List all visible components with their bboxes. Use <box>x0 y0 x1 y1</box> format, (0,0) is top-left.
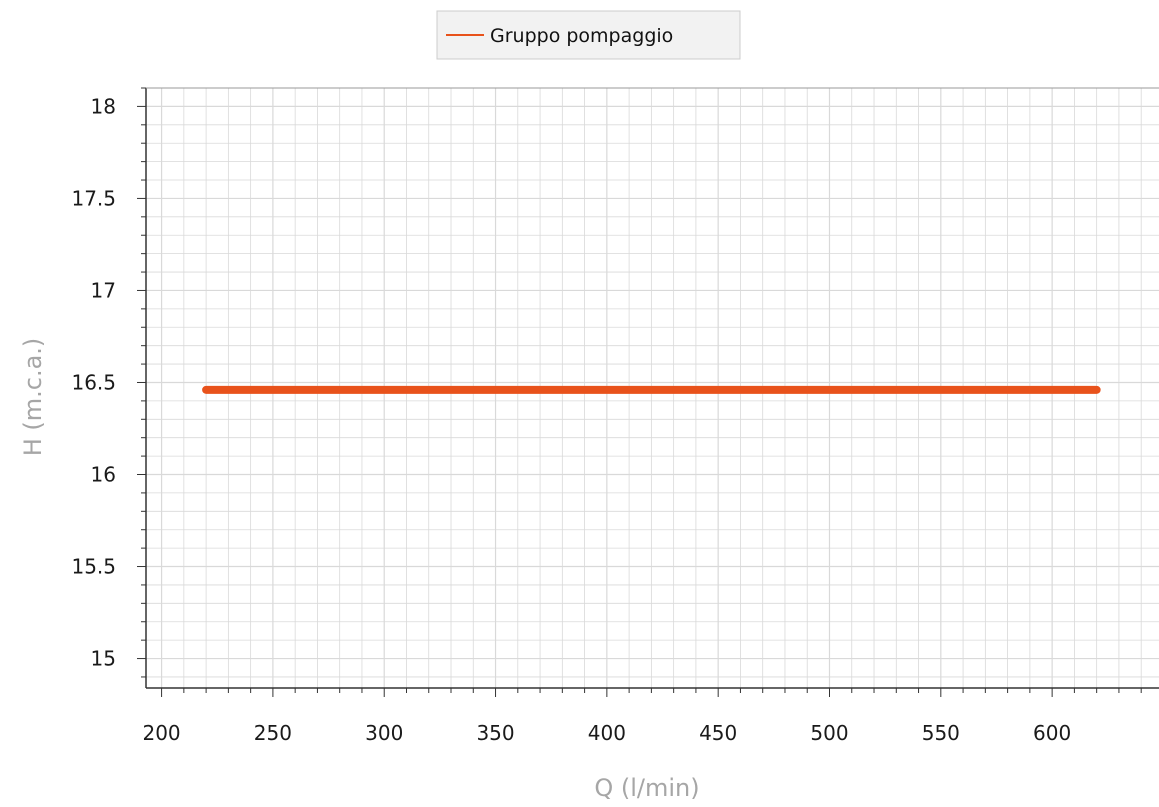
y-ticks: 15 15.5 16 16.5 17 17.5 18 <box>71 87 146 678</box>
y-tick-label: 17.5 <box>71 186 116 210</box>
y-tick-label: 15.5 <box>71 555 116 579</box>
y-tick-label: 16 <box>91 463 116 487</box>
legend: Gruppo pompaggio <box>436 10 741 60</box>
y-tick-label: 18 <box>91 94 116 118</box>
x-axis-label: Q (l/min) <box>594 774 699 802</box>
x-tick-label: 250 <box>254 721 292 745</box>
x-tick-label: 450 <box>699 721 737 745</box>
x-tick-label: 400 <box>588 721 626 745</box>
legend-series-label: Gruppo pompaggio <box>490 25 673 47</box>
legend-box <box>436 10 741 60</box>
y-tick-label: 15 <box>91 647 116 671</box>
x-ticks: 200 250 300 350 400 450 500 550 600 <box>142 688 1142 745</box>
x-tick-label: 200 <box>142 721 180 745</box>
y-tick-label: 17 <box>91 278 116 302</box>
y-tick-label: 16.5 <box>71 370 116 394</box>
x-tick-label: 550 <box>922 721 960 745</box>
x-tick-label: 350 <box>476 721 514 745</box>
y-axis-label: H (m.c.a.) <box>19 338 47 457</box>
axes <box>145 87 1159 689</box>
x-tick-label: 600 <box>1033 721 1071 745</box>
x-tick-label: 500 <box>810 721 848 745</box>
x-tick-label: 300 <box>365 721 403 745</box>
